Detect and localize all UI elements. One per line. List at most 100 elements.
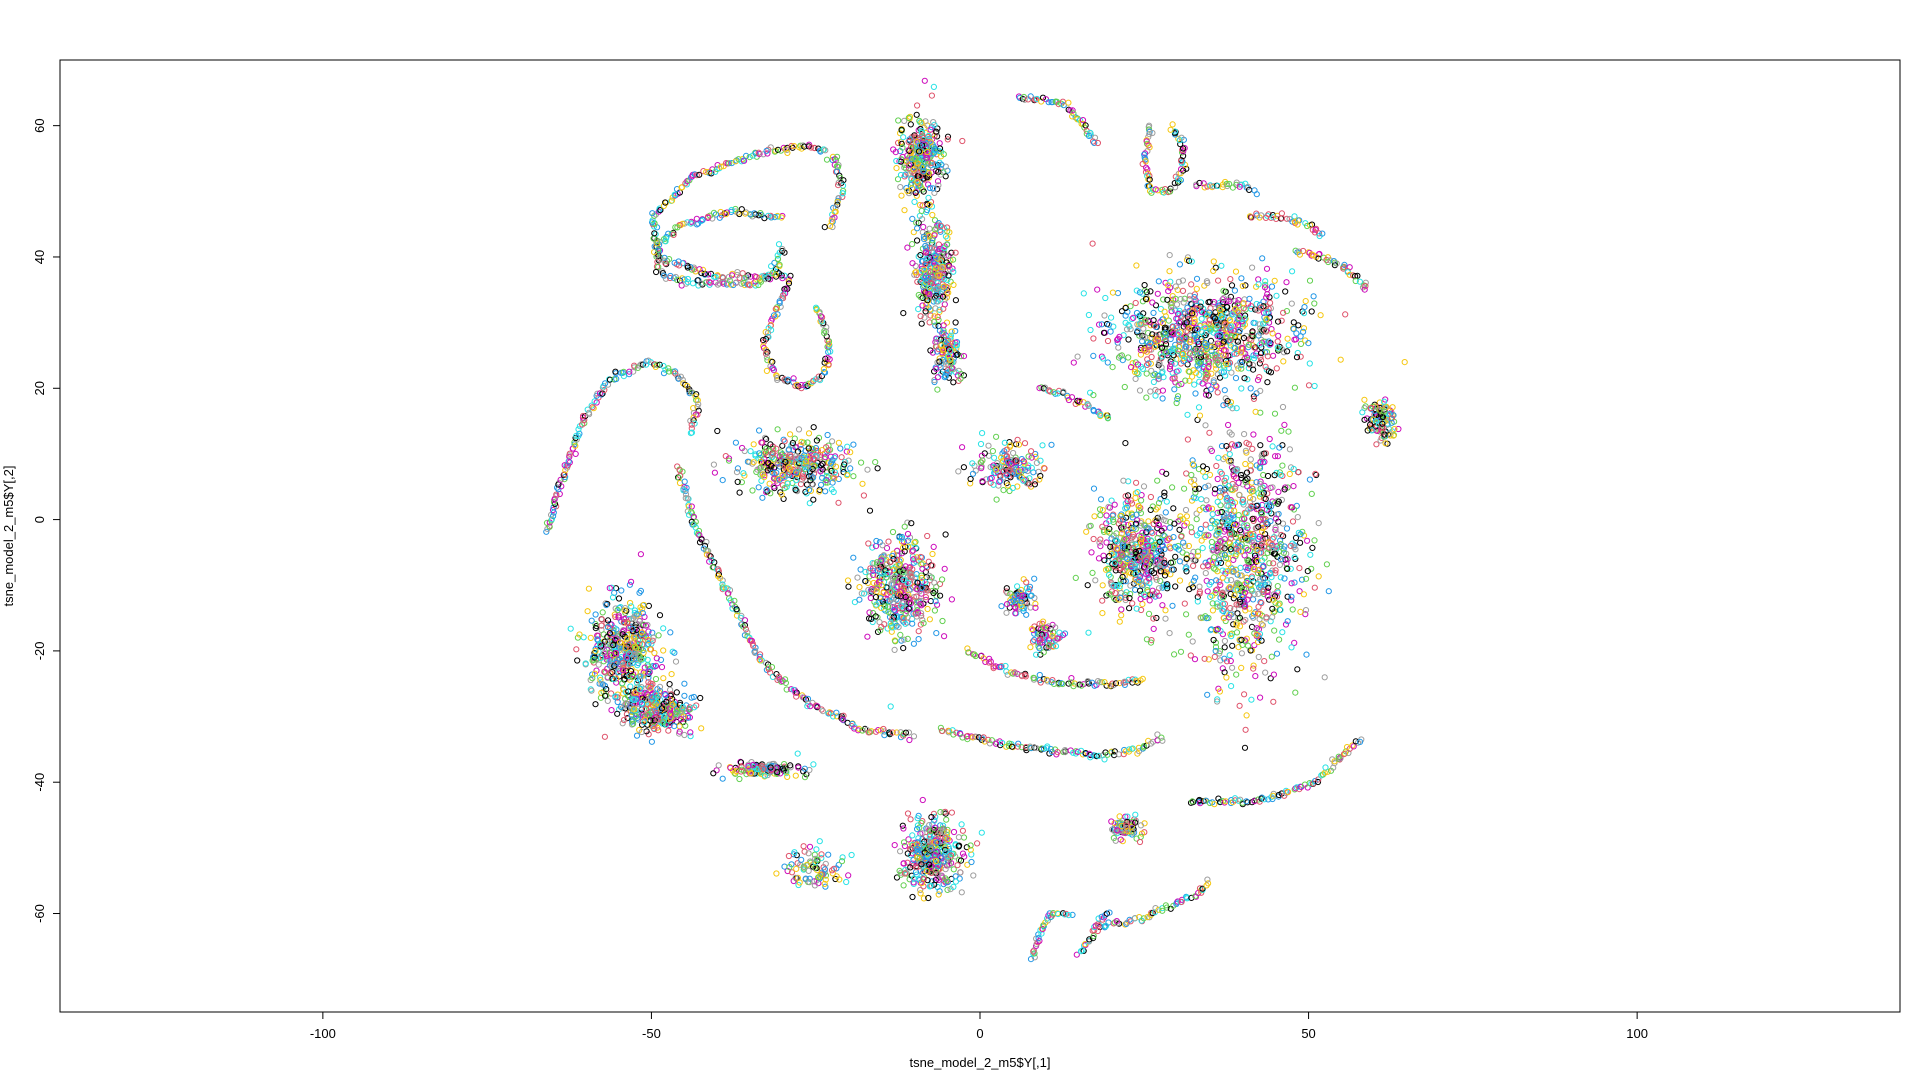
data-point [1159,395,1166,402]
data-point [765,666,772,673]
data-point [1352,738,1359,745]
data-point [779,245,786,253]
data-point [1080,290,1087,297]
data-point [1150,309,1157,316]
data-point [1087,754,1094,761]
data-point [1261,796,1268,803]
data-point [1104,415,1112,422]
data-point [708,170,715,177]
data-point [789,144,796,151]
data-point [1262,669,1269,676]
data-point [1103,539,1110,546]
data-point [723,211,730,218]
data-point [764,150,771,157]
data-point [1340,265,1347,272]
data-point [933,338,941,345]
data-point [710,209,718,216]
data-point [943,252,950,259]
data-point [940,151,947,158]
data-point [903,158,911,165]
data-point [910,166,917,173]
data-point [738,206,745,213]
data-point [1217,799,1224,806]
data-point [1065,99,1072,106]
data-point [858,459,865,466]
data-point [930,260,938,267]
data-point [1300,325,1308,332]
data-point [634,364,642,371]
data-point [1163,498,1170,505]
data-point [693,215,700,222]
data-point [1255,590,1262,598]
data-point [1149,299,1156,306]
data-point [834,153,841,160]
data-point [1311,300,1318,307]
data-point [1321,674,1328,681]
data-point [749,487,756,494]
data-point [1269,443,1276,450]
data-point [1145,126,1153,133]
data-point [898,140,905,147]
data-point [1305,382,1313,389]
data-point [1101,679,1108,686]
data-point [1317,312,1324,319]
data-point [1205,880,1212,887]
data-point [937,724,945,731]
data-point [930,143,937,150]
data-point [1236,623,1244,630]
data-point [1129,745,1136,752]
data-point [760,151,767,158]
data-point [924,148,931,156]
data-point [1179,287,1187,294]
data-point [1288,300,1295,307]
data-point [1185,631,1192,638]
data-point [1099,597,1106,604]
data-point [947,356,954,363]
data-point [602,380,609,387]
data-point [1131,915,1139,922]
data-point [835,439,843,446]
data-point [689,280,697,287]
data-point [764,329,772,336]
data-point [1009,743,1016,750]
data-point [1191,381,1198,388]
data-point [742,210,749,217]
data-point [685,495,692,503]
data-point [916,201,924,209]
data-point [1173,301,1181,308]
data-point [940,305,947,312]
data-point [1274,338,1281,345]
data-point [1255,276,1262,283]
data-point [743,152,750,159]
data-point [1145,610,1153,618]
data-point [936,145,944,152]
data-point [1154,290,1161,297]
data-point [671,191,678,198]
data-point [572,450,579,457]
data-point [1181,485,1188,492]
scatter-points [543,77,1408,963]
data-point [706,278,713,285]
data-point [964,645,971,652]
data-point [771,214,778,221]
data-point [1340,751,1348,758]
data-point [1072,574,1079,582]
data-point [817,313,825,320]
data-point [1215,277,1222,284]
data-point [839,190,846,197]
data-point [1158,734,1165,741]
data-point [1292,247,1299,254]
data-point [919,163,926,171]
data-point [782,679,790,687]
data-point [711,273,718,280]
data-point [1139,160,1146,168]
data-point [944,133,952,140]
data-point [768,263,775,270]
data-point [1258,212,1265,219]
data-point [1148,740,1155,747]
data-point [1288,593,1295,600]
data-point [952,328,959,335]
data-point [792,689,799,696]
data-point [1162,902,1170,909]
data-point [779,275,786,282]
